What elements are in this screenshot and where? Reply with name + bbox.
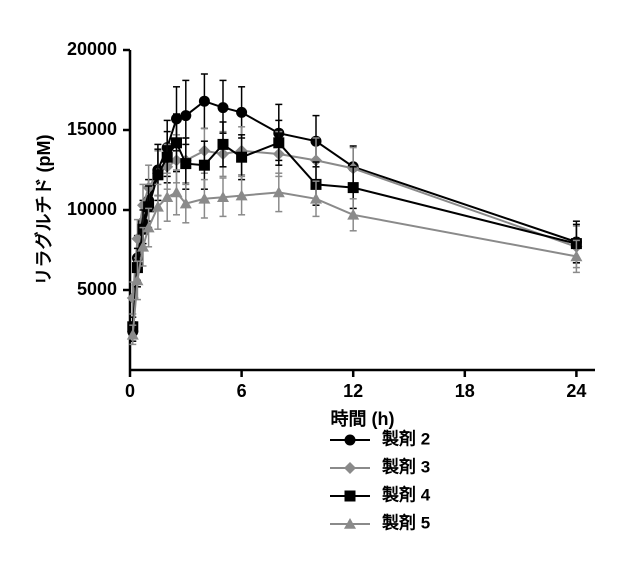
series-s2 [127,74,582,341]
svg-text:6: 6 [237,381,247,401]
y-axis-label: リラグルチド (pM) [33,135,54,286]
chart-container: 5000 10000 15000 20000 0 6 12 18 24 時間 (h) リラグルチド … [0,0,640,567]
svg-text:製剤 5: 製剤 5 [381,512,430,532]
svg-text:18: 18 [455,381,475,401]
series-s5 [127,170,583,344]
x-axis-label: 時間 (h) [331,409,395,429]
svg-text:5000: 5000 [77,279,117,299]
svg-text:製剤 3: 製剤 3 [381,456,430,476]
svg-text:10000: 10000 [67,199,117,219]
legend-item-s5: 製剤 5 [330,512,430,532]
svg-text:20000: 20000 [67,39,117,59]
svg-text:0: 0 [125,381,135,401]
legend-item-s4: 製剤 4 [330,484,431,504]
svg-text:12: 12 [343,381,363,401]
svg-text:製剤 2: 製剤 2 [381,428,430,448]
svg-text:製剤 4: 製剤 4 [381,484,431,504]
line-chart: 5000 10000 15000 20000 0 6 12 18 24 時間 (h) リラグルチド … [0,0,640,567]
svg-text:24: 24 [566,381,586,401]
legend-item-s3: 製剤 3 [330,456,430,476]
svg-text:15000: 15000 [67,119,117,139]
legend-item-s2: 製剤 2 [330,428,430,448]
